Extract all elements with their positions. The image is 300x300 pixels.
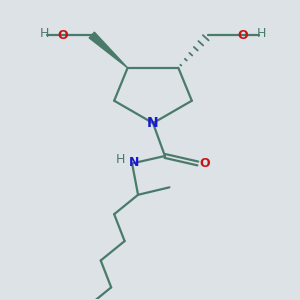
Polygon shape bbox=[89, 32, 128, 68]
Text: H: H bbox=[256, 27, 266, 40]
Text: N: N bbox=[128, 156, 139, 169]
Text: O: O bbox=[199, 157, 210, 170]
Text: O: O bbox=[58, 28, 68, 41]
Text: O: O bbox=[238, 28, 248, 41]
Text: H: H bbox=[40, 27, 50, 40]
Text: N: N bbox=[147, 116, 159, 130]
Text: H: H bbox=[116, 153, 125, 167]
